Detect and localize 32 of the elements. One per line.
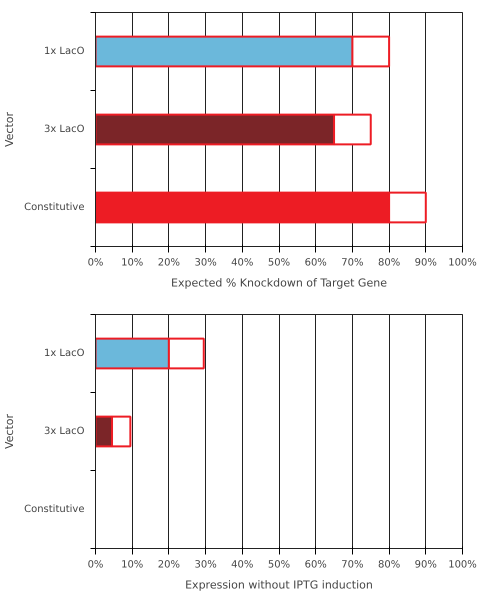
x-tick-label: 0% — [88, 258, 104, 268]
x-tick-label: 100% — [448, 258, 477, 268]
x-tick-label: 30% — [194, 258, 217, 268]
y-axis-title: Vector — [3, 413, 16, 450]
y-tick-label: 1x LacO — [44, 46, 85, 57]
y-axis-title: Vector — [3, 111, 16, 148]
x-tick-label: 30% — [194, 560, 217, 570]
x-tick-label: 60% — [304, 258, 327, 268]
x-tick-label: 80% — [378, 258, 400, 268]
x-tick-label: 70% — [341, 258, 364, 268]
x-tick-label: 20% — [158, 258, 180, 268]
x-tick-label: 40% — [231, 258, 254, 268]
y-tick-label: Constitutive — [24, 202, 85, 213]
y-tick-label: Constitutive — [24, 504, 85, 515]
x-tick-label: 10% — [121, 560, 144, 570]
x-tick-label: 20% — [158, 560, 180, 570]
y-tick-label: 3x LacO — [44, 124, 85, 135]
y-tick-label: 1x LacO — [44, 348, 85, 359]
x-tick-label: 90% — [414, 258, 437, 268]
x-tick-label: 70% — [341, 560, 364, 570]
x-tick-label: 40% — [231, 560, 254, 570]
x-tick-label: 10% — [121, 258, 144, 268]
x-axis-title: Expression without IPTG induction — [185, 578, 373, 592]
x-tick-label: 90% — [414, 560, 437, 570]
x-tick-label: 50% — [268, 258, 290, 268]
x-axis-title: Expected % Knockdown of Target Gene — [171, 276, 388, 290]
x-tick-label: 80% — [378, 560, 400, 570]
x-tick-label: 100% — [448, 560, 477, 570]
x-tick-label: 50% — [268, 560, 290, 570]
x-tick-label: 60% — [304, 560, 327, 570]
y-tick-label: 3x LacO — [44, 426, 85, 437]
x-tick-label: 0% — [88, 560, 104, 570]
